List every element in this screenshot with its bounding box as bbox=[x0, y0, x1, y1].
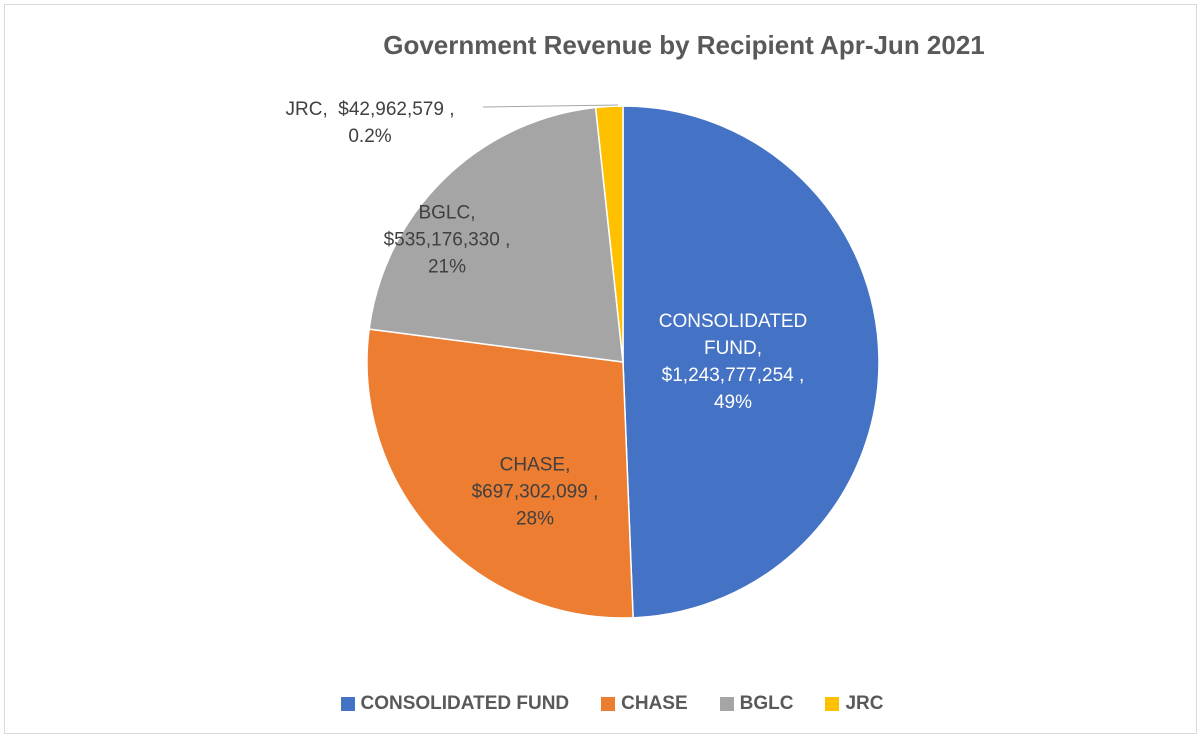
data-label: BGLC, $535,176,330 , 21% bbox=[337, 200, 557, 281]
chart-border bbox=[4, 4, 1197, 734]
data-label: CONSOLIDATED FUND, $1,243,777,254 , 49% bbox=[633, 308, 833, 416]
chart-title: Government Revenue by Recipient Apr-Jun … bbox=[383, 30, 985, 60]
separator: , bbox=[756, 338, 763, 359]
data-label: CHASE, $697,302,099 , 28% bbox=[425, 452, 645, 533]
pie-slice bbox=[622, 105, 880, 619]
legend-swatch bbox=[340, 697, 355, 711]
value-label: $535,176,330 , bbox=[383, 229, 511, 251]
legend-item: CHASE bbox=[601, 693, 688, 715]
separator: , bbox=[322, 99, 328, 120]
category-name: BGLC bbox=[418, 202, 471, 224]
legend-swatch bbox=[825, 697, 840, 711]
legend-swatch bbox=[719, 697, 734, 711]
legend-label: CHASE bbox=[621, 693, 688, 714]
category-name: CONSOLIDATED FUND bbox=[658, 311, 808, 359]
data-label: JRC, $42,962,579 , 0.2% bbox=[240, 96, 500, 150]
value-label: $42,962,579 , bbox=[338, 99, 455, 120]
legend-label: BGLC bbox=[739, 693, 794, 714]
legend-item: CONSOLIDATED FUND bbox=[340, 693, 570, 715]
percent-label: 0.2% bbox=[348, 126, 392, 147]
pie-slice bbox=[366, 328, 634, 619]
label-line: JRC, $42,962,579 , bbox=[240, 96, 500, 123]
legend-item: JRC bbox=[825, 693, 884, 715]
separator: , bbox=[470, 202, 476, 224]
value-label: $697,302,099 , bbox=[471, 481, 599, 503]
legend-swatch bbox=[601, 697, 616, 711]
percent-label: 49% bbox=[713, 392, 753, 413]
legend-item: BGLC bbox=[719, 693, 794, 715]
percent-label: 28% bbox=[515, 508, 555, 530]
value-label: $1,243,777,254 , bbox=[661, 365, 805, 386]
category-name: JRC bbox=[285, 99, 323, 120]
category-name: CHASE bbox=[499, 454, 566, 476]
legend-label: JRC bbox=[845, 693, 884, 714]
percent-label: 21% bbox=[427, 256, 467, 278]
pie-slice bbox=[368, 106, 624, 363]
label-line: CHASE, bbox=[425, 452, 645, 479]
legend-label: CONSOLIDATED FUND bbox=[360, 693, 570, 714]
legend: CONSOLIDATED FUND CHASE BGLC JRC bbox=[0, 693, 1204, 715]
label-line: CONSOLIDATED FUND, bbox=[633, 308, 833, 362]
label-line: BGLC, bbox=[337, 200, 557, 227]
pie-slice bbox=[594, 105, 624, 363]
separator: , bbox=[565, 454, 571, 476]
leader-line bbox=[482, 104, 619, 108]
